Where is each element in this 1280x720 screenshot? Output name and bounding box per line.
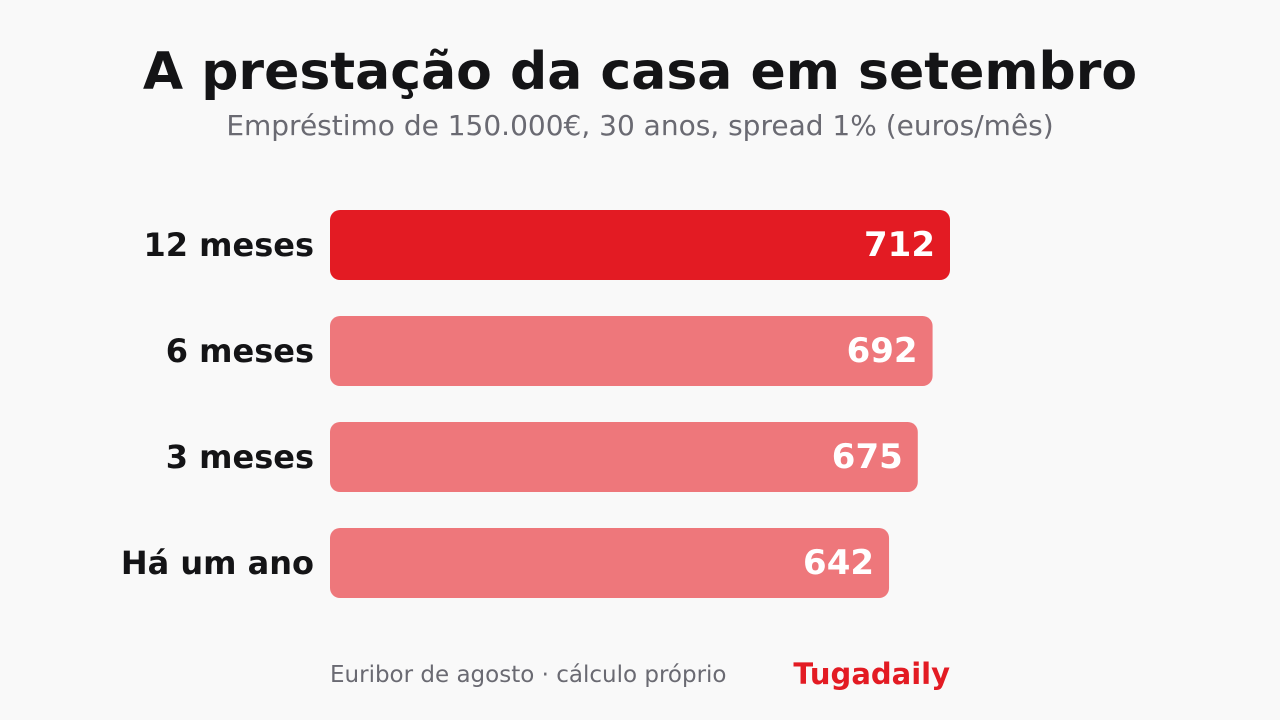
category-label-0: 12 meses	[143, 226, 314, 264]
category-label-2: 3 meses	[166, 438, 314, 476]
category-label-3: Há um ano	[121, 544, 314, 582]
bar-2	[330, 422, 918, 492]
chart-title: A prestação da casa em setembro	[142, 42, 1138, 102]
value-label-2: 675	[832, 437, 903, 477]
value-label-1: 692	[847, 331, 918, 371]
value-label-3: 642	[803, 543, 874, 583]
bar-0	[330, 210, 950, 280]
bar-3	[330, 528, 890, 598]
source-note: Euribor de agosto · cálculo próprio	[330, 662, 727, 688]
brand-logo: Tugadaily	[793, 657, 950, 691]
bar-1	[330, 316, 933, 386]
category-label-1: 6 meses	[166, 332, 314, 370]
chart-subtitle: Empréstimo de 150.000€, 30 anos, spread …	[226, 109, 1054, 142]
value-label-0: 712	[864, 225, 935, 265]
